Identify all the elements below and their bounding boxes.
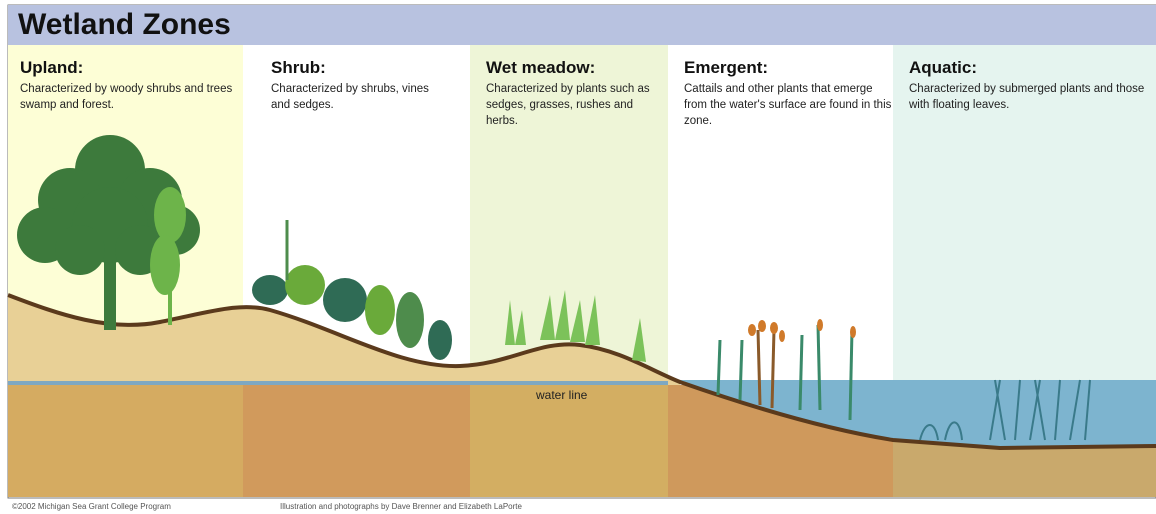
ground — [243, 385, 470, 497]
zone-description: Characterized by woody shrubs and trees … — [20, 83, 233, 111]
terrain-line — [7, 293, 1156, 451]
ground — [8, 385, 243, 497]
credit: Illustration and photographs by Dave Bre… — [280, 502, 522, 511]
meadow-grass — [505, 290, 646, 362]
title: Wetland Zones — [18, 8, 231, 41]
water — [665, 380, 1156, 448]
zone-name: Aquatic: — [909, 58, 977, 77]
zone-name: Wet meadow: — [486, 58, 596, 77]
zone-description: Characterized by plants such as sedges, … — [486, 83, 650, 127]
zone: Emergent: Cattails and other plants that … — [684, 58, 894, 129]
shrubs — [252, 220, 452, 360]
submerged-plants — [919, 379, 1091, 441]
zone-description: Characterized by submerged plants and th… — [909, 83, 1145, 111]
sand — [8, 295, 680, 385]
ground — [470, 385, 668, 497]
zone-name: Upland: — [20, 58, 84, 77]
zone: Shrub: Characterized by shrubs, vines and… — [271, 58, 451, 113]
credit: ©2002 Michigan Sea Grant College Program — [12, 502, 171, 511]
zone-description: Cattails and other plants that emerge fr… — [684, 83, 892, 127]
aquatic-bg — [893, 45, 1156, 385]
zone: Upland: Characterized by woody shrubs and… — [20, 58, 240, 113]
meadow-bg — [470, 45, 668, 385]
zone-name: Shrub: — [271, 58, 326, 77]
water-line-label: water line — [536, 388, 588, 402]
title-bar — [8, 5, 1156, 45]
zone: Wet meadow: Characterized by plants such … — [486, 58, 664, 129]
small-tree — [150, 187, 186, 325]
cattails — [716, 324, 854, 421]
zone: Aquatic: Characterized by submerged plant… — [909, 58, 1149, 113]
cattail-heads — [748, 319, 856, 342]
zone-description: Characterized by shrubs, vines and sedge… — [271, 83, 429, 111]
zone-name: Emergent: — [684, 58, 769, 77]
